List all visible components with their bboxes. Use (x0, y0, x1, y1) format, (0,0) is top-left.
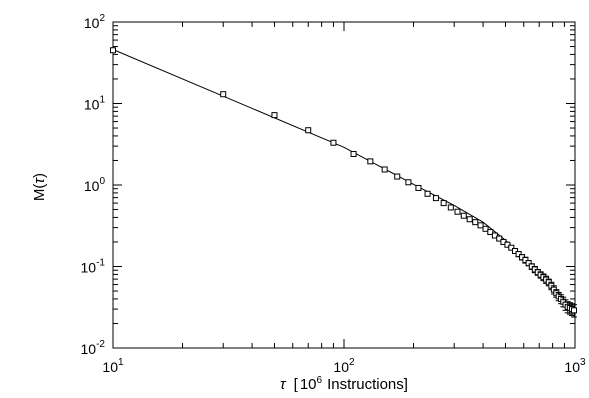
data-point (487, 229, 494, 236)
data-point (454, 208, 461, 215)
x-tick-label-base: 10 (102, 359, 118, 375)
y-tick-label: 10-1 (81, 258, 106, 276)
data-point (522, 257, 529, 264)
data-point (381, 166, 388, 173)
y-tick-label: 101 (84, 95, 106, 113)
x-axis-title-close: ] (404, 376, 408, 393)
data-point (432, 195, 439, 202)
data-point (482, 225, 489, 232)
y-axis-title-suffix: ) (31, 173, 48, 178)
fit-line (112, 49, 576, 314)
x-axis-title-base: 10 (300, 376, 317, 393)
y-tick-label: 10-2 (81, 339, 106, 357)
x-tick-label-exp: 1 (118, 357, 124, 368)
data-point (271, 112, 278, 119)
data-point (415, 184, 422, 191)
data-point (330, 139, 337, 146)
y-tick-label-exp: 1 (99, 95, 105, 106)
data-point (496, 235, 503, 242)
y-tick-label-base: 10 (84, 15, 100, 31)
x-tick-label-base: 10 (333, 359, 349, 375)
data-point (477, 222, 484, 229)
data-point (110, 47, 116, 54)
y-tick-label-exp: -1 (96, 258, 105, 269)
data-point (508, 244, 515, 251)
data-point (512, 247, 519, 254)
x-axis-title-exp: 6 (317, 375, 323, 386)
x-tick-label-exp: 3 (580, 357, 586, 368)
y-axis-title: M(τ) (31, 173, 48, 201)
y-tick-label-base: 10 (84, 97, 100, 113)
x-tick-label: 103 (564, 357, 586, 375)
y-tick-label-base: 10 (81, 341, 97, 357)
x-axis-title-unit: Instructions (327, 376, 404, 393)
data-point (570, 307, 577, 314)
x-axis-title-symbol: τ (280, 376, 287, 393)
x-tick-label: 102 (333, 357, 355, 375)
x-axis-title: τ [106 Instructions] (280, 375, 408, 393)
y-axis-title-prefix: M( (31, 184, 48, 202)
x-tick-label-base: 10 (564, 359, 580, 375)
y-tick-label-base: 10 (81, 260, 97, 276)
data-point (466, 216, 473, 223)
data-point (350, 151, 357, 158)
data-point (472, 219, 479, 226)
x-tick-label: 101 (102, 357, 124, 375)
data-point (394, 173, 401, 180)
data-point (491, 232, 498, 239)
data-point (515, 251, 522, 258)
y-tick-label-exp: -2 (96, 339, 105, 350)
data-point (220, 91, 227, 98)
x-tick-label-exp: 2 (349, 357, 355, 368)
y-tick-label-base: 10 (84, 178, 100, 194)
y-tick-label: 100 (84, 176, 106, 194)
data-point (447, 204, 454, 211)
data-point (460, 212, 467, 219)
plot-frame (112, 21, 576, 349)
data-point (440, 200, 447, 207)
data-point (424, 190, 431, 197)
y-axis-title-symbol: τ (31, 177, 48, 184)
x-axis-title-open: [ (294, 376, 299, 393)
data-point (305, 127, 312, 134)
y-tick-label: 102 (84, 13, 106, 31)
data-point (525, 260, 532, 267)
data-point (405, 179, 412, 186)
data-point (367, 158, 374, 165)
y-tick-label-exp: 0 (99, 176, 105, 187)
y-tick-label-exp: 2 (99, 13, 105, 24)
